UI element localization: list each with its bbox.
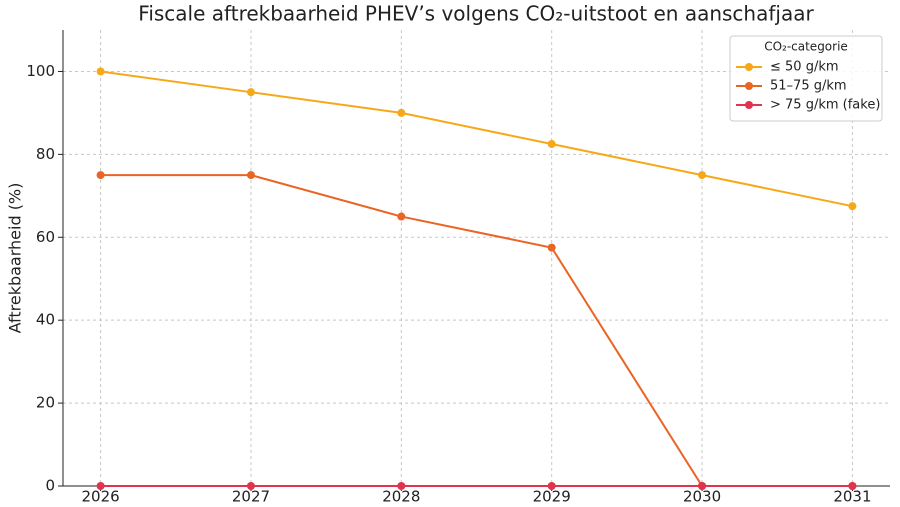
y-tick-label: 100 (26, 62, 55, 80)
y-tick-label: 40 (36, 311, 55, 329)
data-point (547, 140, 556, 148)
x-tick-label: 2029 (533, 488, 571, 506)
x-tick-label: 2028 (382, 488, 420, 506)
y-axis-label: Aftrekbaarheid (%) (6, 183, 25, 334)
data-point (848, 202, 857, 211)
x-tick-label: 2026 (81, 488, 119, 506)
y-tick-label: 60 (36, 228, 55, 246)
data-point (96, 67, 105, 76)
data-point (96, 482, 105, 490)
data-point (397, 212, 406, 221)
y-tick-label: 20 (36, 394, 55, 412)
legend-label: 51–75 g/km (770, 79, 847, 94)
x-tick-label: 2031 (833, 488, 871, 506)
x-tick-label: 2030 (683, 488, 721, 506)
legend-label: ≤ 50 g/km (770, 60, 839, 75)
data-point (698, 171, 707, 180)
data-point (547, 482, 556, 490)
data-point (246, 88, 255, 97)
data-point (547, 243, 556, 252)
data-point (246, 171, 255, 180)
series-line (100, 174, 853, 487)
legend-marker (745, 82, 753, 90)
x-tick-label: 2027 (232, 488, 270, 506)
y-tick-label: 0 (45, 477, 55, 495)
data-point (96, 171, 105, 180)
legend-title: CO₂-categorie (764, 40, 848, 54)
legend-marker (745, 63, 753, 71)
data-point (848, 482, 857, 490)
legend-box (729, 35, 883, 122)
chart-title: Fiscale aftrekbaarheid PHEV’s volgens CO… (138, 2, 814, 26)
series-line (100, 70, 853, 208)
legend: CO₂-categorie ≤ 50 g/km 51–75 g/km > 75 g/k… (729, 35, 883, 122)
y-tick-label: 80 (36, 145, 55, 163)
data-point (698, 482, 707, 490)
legend-marker (745, 101, 753, 109)
legend-label: > 75 g/km (fake) (770, 98, 880, 113)
data-point (246, 482, 255, 490)
data-point (397, 482, 406, 490)
data-point (397, 108, 406, 117)
